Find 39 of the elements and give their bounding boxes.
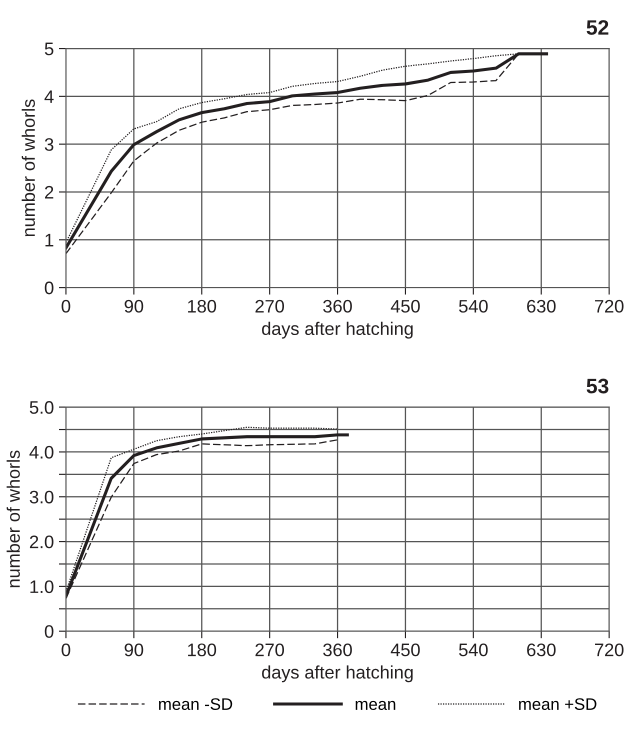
y-tick-label: 0 bbox=[44, 282, 54, 294]
x-axis-title: days after hatching bbox=[262, 665, 413, 682]
x-tick-label: 540 bbox=[459, 643, 488, 656]
x-tick-label: 270 bbox=[255, 643, 284, 656]
y-tick-label: 5 bbox=[44, 42, 54, 56]
y-tick-label: 4 bbox=[44, 90, 54, 103]
legend-label: mean bbox=[356, 700, 396, 710]
x-axis-title: days after hatching bbox=[262, 322, 413, 339]
x-tick-label: 90 bbox=[124, 643, 144, 656]
x-tick-label: 360 bbox=[323, 300, 352, 313]
legend-label: mean -SD bbox=[159, 698, 232, 710]
y-tick-label: 0 bbox=[44, 625, 54, 638]
x-tick-label: 540 bbox=[459, 300, 488, 313]
x-tick-label: 180 bbox=[188, 643, 216, 656]
x-tick-label: 450 bbox=[390, 300, 420, 313]
x-tick-label: 360 bbox=[323, 643, 352, 656]
chart-title: 52 bbox=[586, 20, 608, 35]
chart-title: 53 bbox=[586, 378, 608, 394]
y-tick-label: 2.0 bbox=[30, 536, 54, 548]
y-axis-title: number of whorls bbox=[6, 450, 20, 588]
legend-label: mean +SD bbox=[519, 698, 596, 710]
y-tick-label: 1.0 bbox=[30, 580, 54, 594]
x-tick-label: 180 bbox=[188, 300, 216, 313]
x-tick-label: 630 bbox=[527, 300, 556, 313]
x-tick-label: 0 bbox=[62, 643, 70, 656]
x-tick-label: 720 bbox=[595, 643, 624, 656]
y-tick-label: 3 bbox=[44, 138, 54, 151]
y-tick-label: 2 bbox=[45, 186, 54, 199]
y-tick-label: 3.0 bbox=[30, 490, 54, 504]
y-tick-label: 4.0 bbox=[29, 446, 54, 459]
x-tick-label: 450 bbox=[390, 643, 420, 656]
y-tick-label: 5.0 bbox=[30, 401, 54, 414]
x-tick-label: 0 bbox=[62, 300, 70, 313]
x-tick-label: 720 bbox=[595, 300, 624, 313]
x-tick-label: 90 bbox=[124, 300, 144, 313]
y-tick-label: 1 bbox=[45, 234, 54, 246]
y-axis-title: number of whorls bbox=[22, 99, 35, 236]
x-tick-label: 630 bbox=[527, 643, 556, 656]
x-tick-label: 270 bbox=[255, 300, 284, 313]
